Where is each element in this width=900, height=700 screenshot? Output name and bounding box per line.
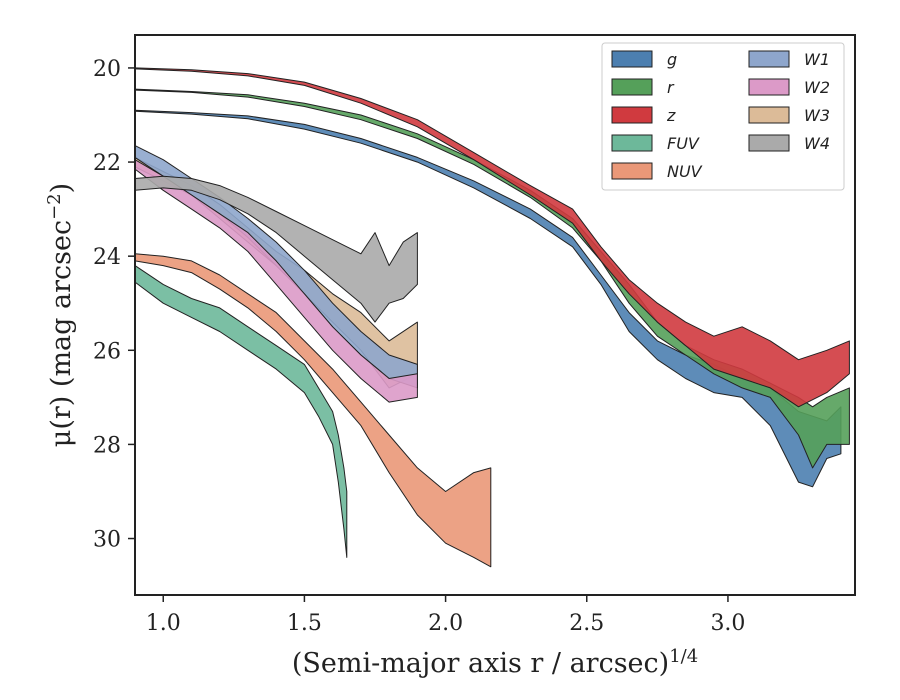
legend-label-r: r [667,78,675,97]
legend-swatch-r [611,78,653,96]
y-axis-label: μ(r) (mag arcsec−2) [44,183,77,447]
plot-frame [134,34,856,596]
x-axis-ticks: 1.0 1.5 2.0 2.5 3.0 [146,595,745,636]
x-tick-label: 1.0 [146,611,181,636]
y-tick-label: 26 [93,339,121,364]
area-w2 [134,159,418,403]
legend-swatch-w3 [748,106,790,124]
x-tick-label: 2.5 [569,611,604,636]
x-tick-label: 1.5 [287,611,322,636]
legend-swatch-nuv [611,162,653,180]
legend-label-w1: W1 [804,50,830,69]
y-tick-label: 20 [93,57,121,82]
legend-label-w3: W3 [804,106,830,125]
legend-label-z: z [666,106,676,125]
legend-label-fuv: FUV [667,134,700,153]
legend-label-w2: W2 [804,78,830,97]
profile-areas [134,67,850,568]
area-nuv [134,253,492,568]
legend-label-g: g [667,50,677,69]
legend-swatch-w2 [748,78,790,96]
area-g [134,109,842,488]
x-axis-label: (Semi-major axis r / arcsec)1/4 [292,646,698,679]
area-z [134,67,850,408]
legend-swatch-w4 [748,134,790,152]
legend: grz FUV NUV W1 W2 W3 W4 [601,42,845,191]
legend-label-nuv: NUV [667,162,703,181]
y-tick-label: 30 [93,528,121,553]
legend-swatch-g [611,50,653,68]
legend-swatch-fuv [611,134,653,152]
y-axis-ticks: 20 22 24 26 28 30 [93,57,135,553]
y-tick-label: 24 [93,245,121,270]
y-tick-label: 22 [93,151,121,176]
legend-swatch-w1 [748,50,790,68]
area-w4 [134,175,418,323]
area-fuv [134,265,348,558]
legend-label-w4: W4 [804,134,830,153]
x-tick-label: 2.0 [428,611,463,636]
x-tick-label: 3.0 [710,611,745,636]
legend-swatch-z [611,106,653,124]
y-tick-label: 28 [93,433,121,458]
